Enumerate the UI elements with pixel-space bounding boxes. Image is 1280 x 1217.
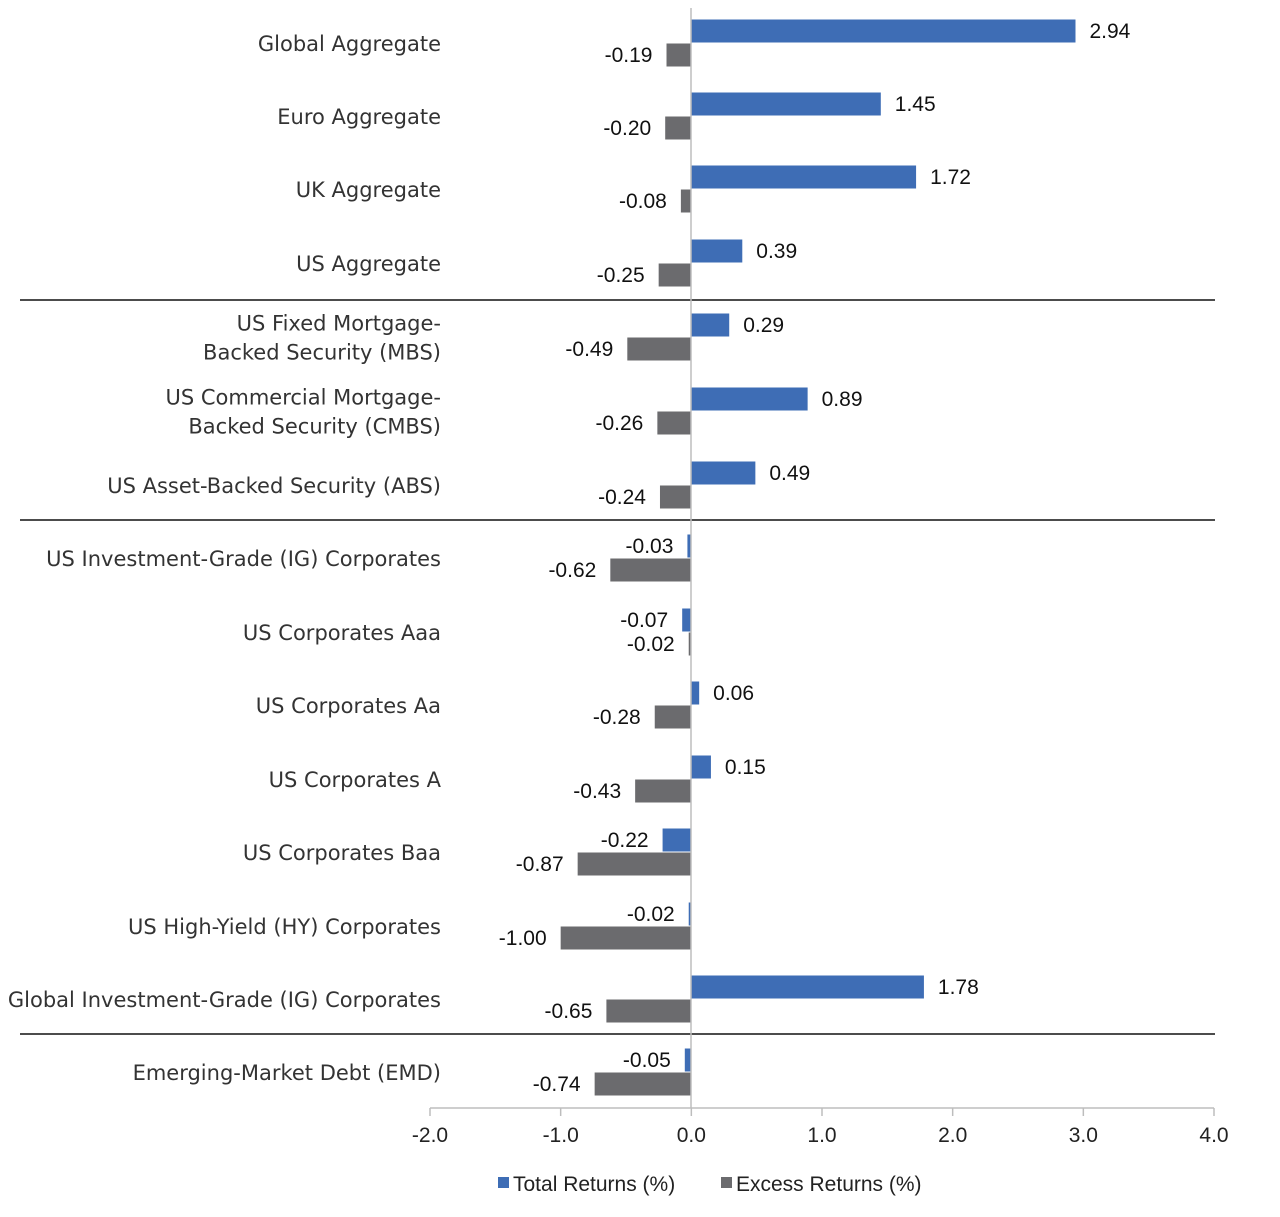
legend-swatch-total-returns (498, 1177, 509, 1188)
excess-return-bar-8 (610, 558, 692, 582)
total-return-label-13: -0.02 (627, 903, 675, 926)
category-label-4: US Aggregate (296, 252, 441, 276)
excess-return-label-6: -0.26 (595, 412, 643, 435)
total-return-bar-6 (691, 387, 808, 411)
x-tick-label-7: 4.0 (1199, 1124, 1228, 1147)
category-label-5-line-1: US Fixed Mortgage- (237, 312, 441, 336)
category-label-6-line-1: US Commercial Mortgage- (165, 386, 441, 410)
excess-return-label-5: -0.49 (565, 338, 613, 361)
total-return-bar-13 (688, 902, 692, 926)
excess-return-label-7: -0.24 (598, 486, 646, 509)
excess-return-label-3: -0.08 (619, 190, 667, 213)
total-return-bar-14 (691, 975, 924, 999)
total-return-bar-2 (691, 92, 881, 116)
total-return-bar-15 (684, 1048, 692, 1072)
total-return-label-12: -0.22 (601, 829, 649, 852)
total-return-bar-1 (691, 19, 1076, 43)
excess-return-bar-13 (560, 926, 692, 950)
category-label-9: US Corporates Aaa (243, 621, 441, 645)
category-labels: Global Aggregate Euro Aggregate UK Aggrega… (8, 32, 442, 1085)
excess-return-bar-10 (654, 705, 692, 729)
total-return-bar-7 (691, 461, 756, 485)
total-return-bar-10 (691, 681, 700, 705)
excess-return-bar-3 (680, 189, 692, 213)
x-tick-label-4: 1.0 (807, 1124, 836, 1147)
total-return-bar-5 (691, 313, 730, 337)
x-tick-label-1: -2.0 (412, 1124, 448, 1147)
total-return-label-3: 1.72 (930, 166, 971, 189)
x-tick-label-3: 0.0 (677, 1124, 706, 1147)
excess-return-bar-12 (577, 852, 692, 876)
excess-return-label-14: -0.65 (545, 1000, 593, 1023)
excess-return-bar-6 (657, 411, 692, 435)
total-return-bar-12 (662, 828, 692, 852)
total-return-bar-11 (691, 755, 711, 779)
category-label-3: UK Aggregate (296, 178, 441, 202)
legend-swatch-excess-returns (721, 1177, 732, 1188)
excess-return-label-12: -0.87 (516, 853, 564, 876)
excess-return-label-1: -0.19 (605, 44, 653, 67)
category-label-10: US Corporates Aa (256, 694, 441, 718)
total-return-label-8: -0.03 (626, 535, 674, 558)
legend-label-excess-returns: Excess Returns (%) (736, 1173, 922, 1196)
total-return-label-14: 1.78 (938, 976, 979, 999)
excess-return-bar-2 (665, 116, 692, 140)
x-tick-label-6: 3.0 (1069, 1124, 1098, 1147)
category-label-11: US Corporates A (269, 768, 442, 792)
legend: Total Returns (%) Excess Returns (%) (498, 1173, 922, 1196)
group-separators (20, 299, 1215, 1035)
category-label-8: US Investment-Grade (IG) Corporates (46, 547, 441, 571)
total-return-label-6: 0.89 (822, 388, 863, 411)
excess-return-label-9: -0.02 (627, 633, 675, 656)
legend-label-total-returns: Total Returns (%) (513, 1173, 675, 1196)
total-return-bar-8 (687, 534, 692, 558)
excess-return-label-10: -0.28 (593, 706, 641, 729)
bars (560, 19, 1076, 1096)
excess-return-bar-7 (659, 485, 692, 509)
excess-return-label-15: -0.74 (533, 1073, 581, 1096)
excess-return-bar-4 (658, 263, 692, 287)
excess-return-label-2: -0.20 (603, 117, 651, 140)
category-label-2: Euro Aggregate (277, 105, 441, 129)
category-label-12: US Corporates Baa (243, 841, 441, 865)
category-label-13: US High-Yield (HY) Corporates (128, 915, 441, 939)
excess-return-bar-11 (635, 779, 692, 803)
excess-return-label-4: -0.25 (597, 264, 645, 287)
total-return-label-10: 0.06 (713, 682, 754, 705)
value-labels: 2.94 1.45 1.72 0.39 0.29 0.89 0.49 -0.03 -0.07 0.… (499, 20, 1131, 1096)
excess-return-bar-5 (627, 337, 692, 361)
excess-return-bar-9 (688, 632, 692, 656)
excess-return-label-8: -0.62 (548, 559, 596, 582)
total-return-label-2: 1.45 (895, 93, 936, 116)
x-tick-label-5: 2.0 (938, 1124, 967, 1147)
category-label-14: Global Investment-Grade (IG) Corporates (8, 988, 441, 1012)
excess-return-bar-15 (594, 1072, 692, 1096)
total-return-label-4: 0.39 (756, 240, 797, 263)
category-label-1: Global Aggregate (258, 32, 441, 56)
category-label-7: US Asset-Backed Security (ABS) (107, 474, 441, 498)
total-return-bar-4 (691, 239, 743, 263)
total-return-label-9: -0.07 (620, 609, 668, 632)
x-axis: -2.0 -1.0 0.0 1.0 2.0 3.0 4.0 (412, 1107, 1229, 1147)
total-return-bar-3 (691, 165, 917, 189)
category-label-6-line-2: Backed Security (CMBS) (188, 415, 441, 439)
total-return-label-11: 0.15 (725, 756, 766, 779)
category-label-5-line-2: Backed Security (MBS) (203, 341, 441, 365)
total-return-label-1: 2.94 (1089, 20, 1130, 43)
total-return-label-7: 0.49 (769, 462, 810, 485)
excess-return-label-13: -1.00 (499, 927, 547, 950)
category-label-15: Emerging-Market Debt (EMD) (133, 1061, 441, 1085)
excess-return-bar-14 (606, 999, 692, 1023)
total-return-label-15: -0.05 (623, 1049, 671, 1072)
excess-return-bar-1 (666, 43, 692, 67)
total-return-label-5: 0.29 (743, 314, 784, 337)
x-tick-label-2: -1.0 (543, 1124, 579, 1147)
total-return-bar-9 (682, 608, 692, 632)
excess-return-label-11: -0.43 (573, 780, 621, 803)
